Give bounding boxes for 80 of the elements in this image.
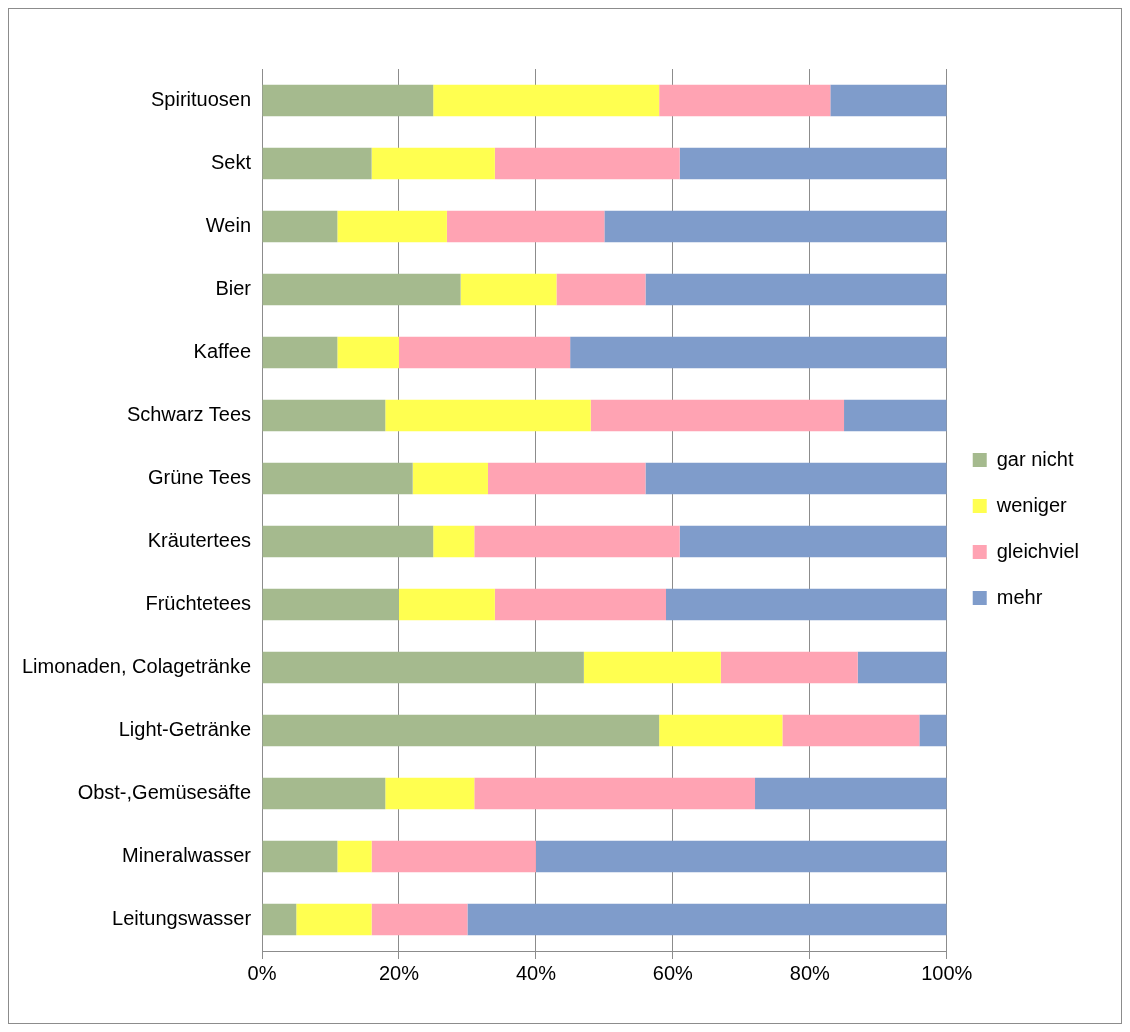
bar <box>919 714 947 747</box>
bar <box>371 903 468 936</box>
legend-label: gar nicht <box>996 447 1074 470</box>
bar <box>474 777 756 810</box>
x-tick-label: 20% <box>378 961 420 984</box>
bar <box>857 651 947 684</box>
bar <box>487 462 646 495</box>
bar <box>659 84 831 117</box>
bar <box>645 462 947 495</box>
bar <box>474 525 680 558</box>
y-tick-label: Obst-,Gemüsesäfte <box>77 781 252 804</box>
bar <box>782 714 920 747</box>
bar <box>535 840 947 873</box>
bar <box>262 84 434 117</box>
bar <box>398 588 495 621</box>
y-tick-label: Leitungswasser <box>112 907 252 930</box>
x-tick-label: 80% <box>789 961 831 984</box>
bar <box>262 525 434 558</box>
bar <box>337 210 447 243</box>
y-tick-label: Light-Getränke <box>118 718 252 741</box>
bar <box>337 840 372 873</box>
bar <box>679 525 947 558</box>
bar <box>666 588 947 621</box>
bar <box>385 399 591 432</box>
y-tick-label: Schwarz Tees <box>126 403 252 426</box>
bar <box>262 588 399 621</box>
bar <box>494 588 667 621</box>
x-tick-label: 40% <box>515 961 557 984</box>
bar <box>659 714 783 747</box>
bar <box>604 210 947 243</box>
bar <box>679 147 947 180</box>
y-tick-label: Sekt <box>211 151 252 174</box>
bar <box>467 903 947 936</box>
bar <box>371 147 495 180</box>
x-tick-label: 100% <box>921 961 973 984</box>
bar <box>460 273 557 306</box>
y-tick-label: Wein <box>205 214 252 237</box>
bar <box>262 840 338 873</box>
y-tick-label: Kräutertees <box>147 529 252 552</box>
bar <box>446 210 605 243</box>
bar <box>296 903 372 936</box>
bar <box>262 147 372 180</box>
bar <box>262 336 338 369</box>
bar <box>830 84 947 117</box>
bar <box>385 777 475 810</box>
bar <box>755 777 947 810</box>
bar <box>262 903 297 936</box>
bar <box>433 84 660 117</box>
bar <box>262 210 338 243</box>
bar <box>570 336 947 369</box>
bar <box>844 399 947 432</box>
bar <box>371 840 536 873</box>
bar <box>262 714 660 747</box>
y-tick-label: Bier <box>215 277 252 300</box>
bar <box>494 147 680 180</box>
bar <box>645 273 947 306</box>
bar <box>398 336 571 369</box>
bar <box>556 273 646 306</box>
y-tick-label: Früchtetees <box>145 592 252 615</box>
bar <box>262 273 461 306</box>
bar <box>337 336 399 369</box>
bar <box>412 462 488 495</box>
legend-label: mehr <box>996 585 1043 608</box>
legend-label: weniger <box>995 493 1068 516</box>
y-tick-label: Kaffee <box>193 340 252 363</box>
bar <box>583 651 721 684</box>
y-tick-label: Spirituosen <box>150 88 252 111</box>
bar <box>720 651 858 684</box>
bar <box>590 399 845 432</box>
x-tick-label: 0% <box>247 961 277 984</box>
y-tick-label: Limonaden, Colagetränke <box>22 655 252 678</box>
x-tick-label: 60% <box>652 961 694 984</box>
bar <box>262 651 584 684</box>
legend-label: gleichviel <box>996 539 1079 562</box>
bar <box>262 462 413 495</box>
y-tick-label: Grüne Tees <box>148 466 252 489</box>
bar <box>433 525 475 558</box>
bar <box>262 399 386 432</box>
y-tick-label: Mineralwasser <box>122 844 252 867</box>
bar <box>262 777 386 810</box>
